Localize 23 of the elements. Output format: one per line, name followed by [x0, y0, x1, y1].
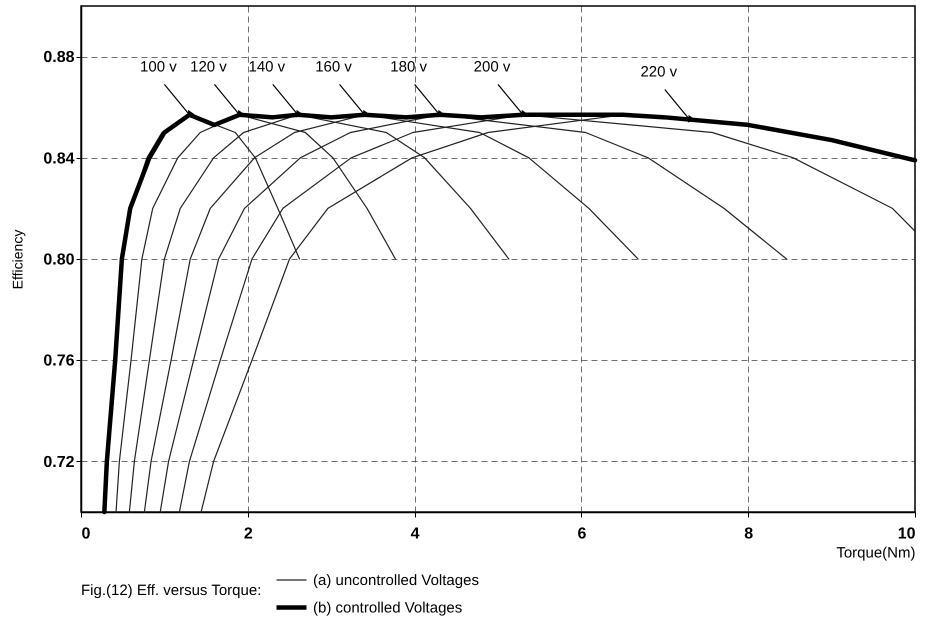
x-tick-label: 4	[410, 526, 420, 542]
x-tick-label: 2	[244, 526, 253, 542]
legend-label: (b) controlled Voltages	[313, 600, 462, 616]
y-axis-title: Efficiency	[9, 230, 26, 290]
y-tick-label: 0.88	[43, 49, 75, 66]
annotation: 180 v	[390, 58, 428, 76]
annotation: 120 v	[190, 58, 228, 76]
annotation: 100 v	[140, 58, 178, 76]
x-tick-label: 6	[577, 526, 586, 542]
y-tick-label: 0.72	[43, 454, 75, 471]
x-axis-title: Torque(Nm)	[836, 544, 916, 562]
annotation: 140 v	[248, 58, 286, 76]
y-tick-label: 0.80	[43, 252, 75, 268]
x-tick-label: 0	[82, 526, 90, 542]
y-tick-label: 0.76	[43, 352, 75, 370]
annotation: 160 v	[315, 58, 352, 76]
annotation: 200 v	[474, 58, 511, 76]
legend-title: Fig.(12) Eff. versus Torque:	[81, 582, 262, 599]
y-tick-label: 0.84	[43, 150, 75, 168]
x-tick-label: 8	[744, 526, 754, 542]
x-tick-label: 10	[898, 526, 916, 542]
annotation: 220 v	[640, 63, 678, 80]
legend-label: (a) uncontrolled Voltages	[313, 572, 479, 589]
